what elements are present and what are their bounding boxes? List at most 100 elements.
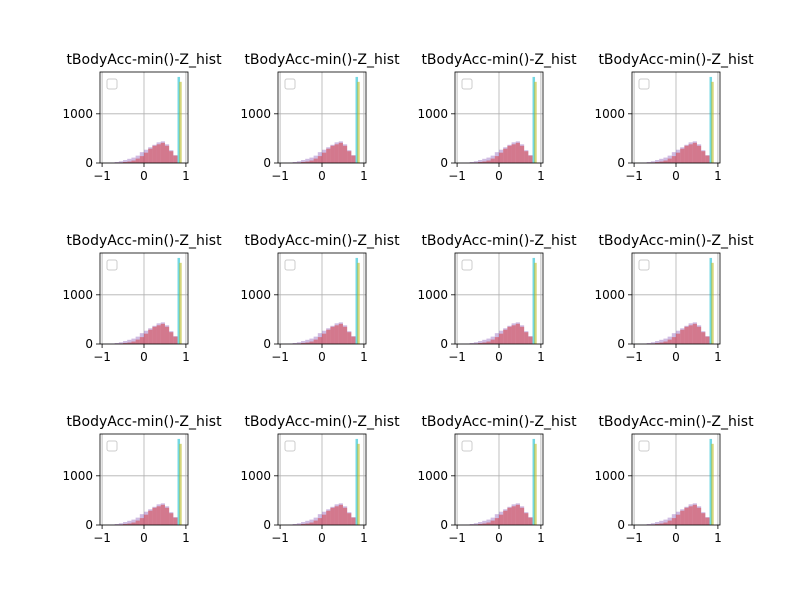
histogram-bar bbox=[156, 325, 161, 344]
histogram-bar bbox=[355, 438, 359, 525]
histogram-bar bbox=[671, 333, 676, 344]
histogram-bar bbox=[156, 144, 161, 163]
histogram-bar bbox=[164, 326, 170, 344]
x-tick-label: 0 bbox=[140, 169, 148, 183]
histogram-bar bbox=[528, 336, 533, 344]
histogram-bar bbox=[123, 524, 128, 525]
histogram-bar bbox=[503, 329, 508, 344]
histogram-bar bbox=[334, 506, 339, 525]
histogram-bar bbox=[127, 520, 132, 525]
histogram-bar bbox=[334, 323, 339, 344]
legend-box bbox=[461, 440, 473, 452]
histogram-bar bbox=[511, 504, 516, 525]
histogram-bar bbox=[152, 325, 157, 344]
histogram-bar bbox=[342, 507, 348, 525]
histogram-bar bbox=[326, 509, 331, 525]
histogram-bar bbox=[317, 152, 322, 163]
histogram-bar bbox=[655, 524, 660, 525]
histogram-bar bbox=[160, 142, 165, 163]
histogram-bar bbox=[494, 514, 499, 525]
histogram-bar bbox=[309, 341, 314, 344]
x-tick-label: 0 bbox=[140, 350, 148, 364]
histogram-bar bbox=[511, 323, 516, 344]
histogram-bar bbox=[123, 522, 128, 525]
histogram-bar bbox=[317, 333, 322, 344]
histogram-bar bbox=[482, 342, 487, 344]
histogram-bar bbox=[305, 520, 310, 525]
histogram-bar bbox=[357, 81, 360, 163]
histogram-bar bbox=[338, 323, 343, 344]
histogram-bar bbox=[118, 342, 124, 344]
histogram-bar bbox=[330, 506, 335, 525]
histogram-bar bbox=[524, 513, 529, 525]
histogram-bar bbox=[292, 343, 297, 344]
histogram-bar bbox=[680, 328, 685, 344]
histogram-bar bbox=[342, 326, 348, 344]
histogram-bar bbox=[671, 337, 676, 344]
histogram-bar bbox=[342, 144, 348, 163]
histogram-bar bbox=[148, 328, 153, 344]
histogram-bar bbox=[490, 158, 495, 163]
histogram-bar bbox=[305, 339, 310, 344]
histogram-bar bbox=[499, 152, 504, 163]
histogram-bar bbox=[663, 160, 668, 163]
histogram-bar bbox=[322, 152, 327, 163]
histogram-bar bbox=[663, 341, 668, 344]
histogram-bar bbox=[490, 155, 495, 163]
histogram-bar bbox=[144, 514, 149, 525]
histogram-bar bbox=[482, 158, 487, 163]
x-tick-label: 1 bbox=[537, 169, 545, 183]
histogram-bar bbox=[507, 506, 512, 525]
histogram-bar bbox=[671, 156, 676, 163]
histogram-bar bbox=[296, 161, 302, 163]
histogram-bar bbox=[357, 262, 360, 344]
histogram-bar bbox=[127, 158, 132, 163]
histogram-bar bbox=[139, 337, 144, 344]
histogram-bar bbox=[313, 158, 318, 163]
histogram-bar bbox=[494, 333, 499, 344]
x-tick-label: 0 bbox=[318, 350, 326, 364]
histogram-bar bbox=[659, 161, 664, 163]
histogram-bar bbox=[696, 326, 702, 344]
histogram-bar bbox=[515, 503, 520, 525]
histogram-bar bbox=[646, 162, 651, 163]
subplot-title: tBodyAcc-min()-Z_hist bbox=[244, 52, 400, 68]
histogram-bar bbox=[507, 144, 512, 163]
histogram-bar bbox=[301, 524, 306, 525]
histogram-bar bbox=[322, 514, 327, 525]
histogram-bar bbox=[519, 326, 525, 344]
histogram-bar bbox=[524, 151, 529, 163]
histogram-bar bbox=[347, 332, 352, 344]
histogram-bar bbox=[135, 336, 140, 344]
histogram-bar bbox=[663, 519, 668, 525]
histogram-bar bbox=[490, 339, 495, 344]
histogram-bar bbox=[528, 155, 533, 163]
histogram-bar bbox=[173, 336, 178, 344]
histogram-bar bbox=[507, 507, 512, 525]
histogram-bar bbox=[173, 517, 178, 525]
histogram-bar bbox=[534, 443, 537, 525]
histogram-bar bbox=[696, 144, 702, 163]
legend-box bbox=[106, 259, 118, 271]
histogram-bar bbox=[317, 514, 322, 525]
subplot-title: tBodyAcc-min()-Z_hist bbox=[421, 233, 577, 249]
histogram-bar bbox=[135, 155, 140, 163]
histogram-bar bbox=[152, 144, 157, 163]
histogram-bar bbox=[676, 333, 681, 344]
histogram-bar bbox=[511, 506, 516, 525]
histogram-bar bbox=[322, 330, 327, 344]
histogram-bar bbox=[114, 524, 119, 525]
histogram-bar bbox=[179, 262, 182, 344]
subplot-title: tBodyAcc-min()-Z_hist bbox=[244, 414, 400, 430]
histogram-bar bbox=[131, 341, 136, 344]
histogram-bar bbox=[338, 503, 343, 525]
histogram-bar bbox=[486, 341, 491, 344]
legend-box bbox=[638, 259, 650, 271]
histogram-bar bbox=[532, 257, 536, 344]
x-tick-label: −1 bbox=[625, 350, 643, 364]
histogram-bar bbox=[499, 149, 504, 163]
histogram-bar bbox=[515, 142, 520, 163]
